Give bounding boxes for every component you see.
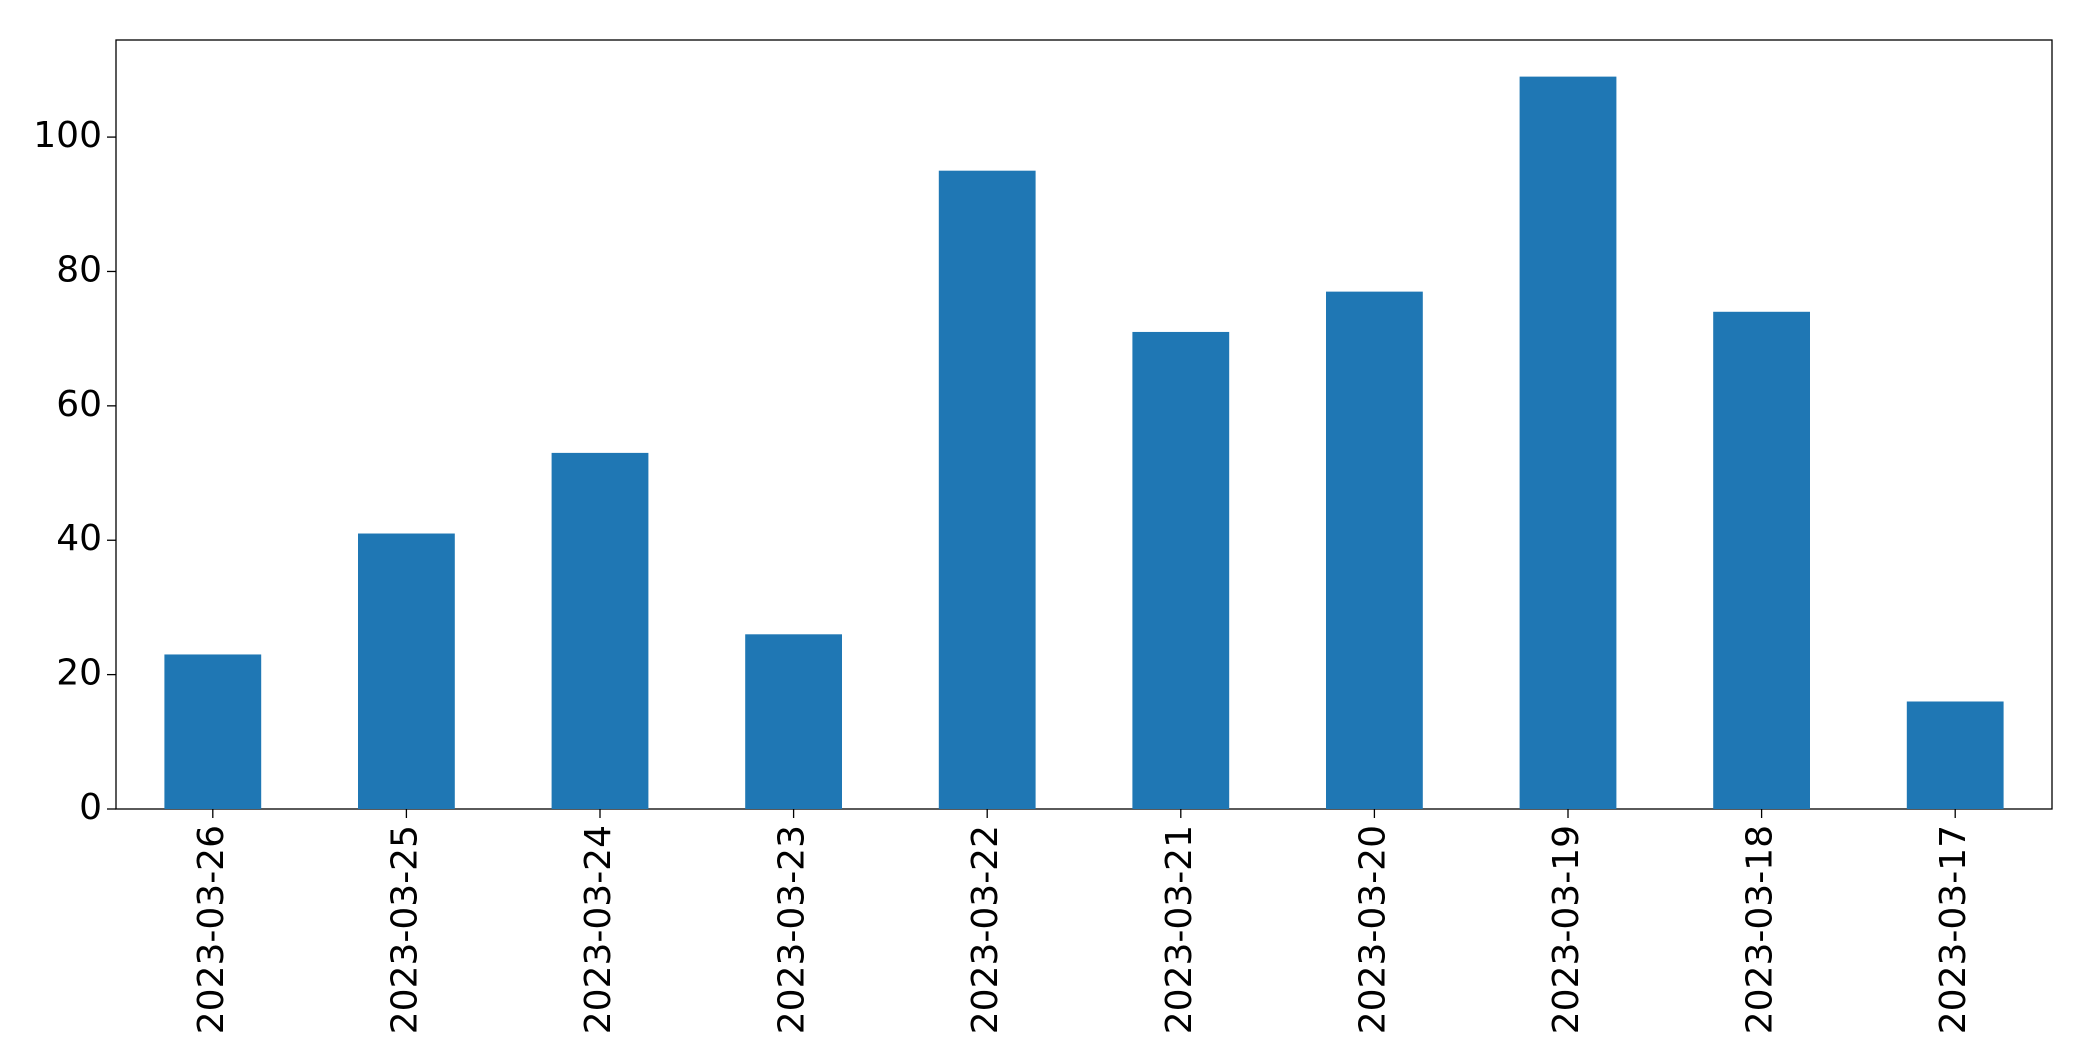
y-tick-label: 80 bbox=[56, 249, 102, 290]
x-tick-label: 2023-03-26 bbox=[191, 825, 232, 1034]
bar bbox=[1326, 291, 1423, 809]
x-tick-label: 2023-03-19 bbox=[1546, 825, 1587, 1034]
bar bbox=[164, 654, 262, 809]
x-tick-label: 2023-03-23 bbox=[772, 825, 813, 1034]
plot-frame bbox=[115, 39, 2053, 810]
x-tick-label: 2023-03-22 bbox=[965, 825, 1006, 1034]
bar bbox=[551, 452, 649, 809]
x-tick-label: 2023-03-25 bbox=[384, 825, 425, 1034]
y-tick-label: 60 bbox=[56, 384, 102, 425]
bar bbox=[1906, 701, 2004, 809]
x-tick-label: 2023-03-21 bbox=[1159, 825, 1200, 1034]
y-tick-label: 100 bbox=[33, 115, 102, 156]
bar bbox=[1132, 331, 1230, 809]
x-tick-label: 2023-03-17 bbox=[1933, 825, 1974, 1034]
x-tick-label: 2023-03-20 bbox=[1352, 825, 1393, 1034]
x-tick-label: 2023-03-18 bbox=[1740, 825, 1781, 1034]
y-tick-label: 20 bbox=[56, 653, 102, 694]
x-tick-label: 2023-03-24 bbox=[578, 825, 619, 1034]
bar bbox=[358, 533, 455, 809]
bar bbox=[745, 634, 842, 809]
y-tick-label: 0 bbox=[79, 787, 102, 828]
bar bbox=[1519, 76, 1617, 810]
y-tick-label: 40 bbox=[56, 518, 102, 559]
bar bbox=[1713, 311, 1810, 809]
bar bbox=[938, 170, 1036, 809]
